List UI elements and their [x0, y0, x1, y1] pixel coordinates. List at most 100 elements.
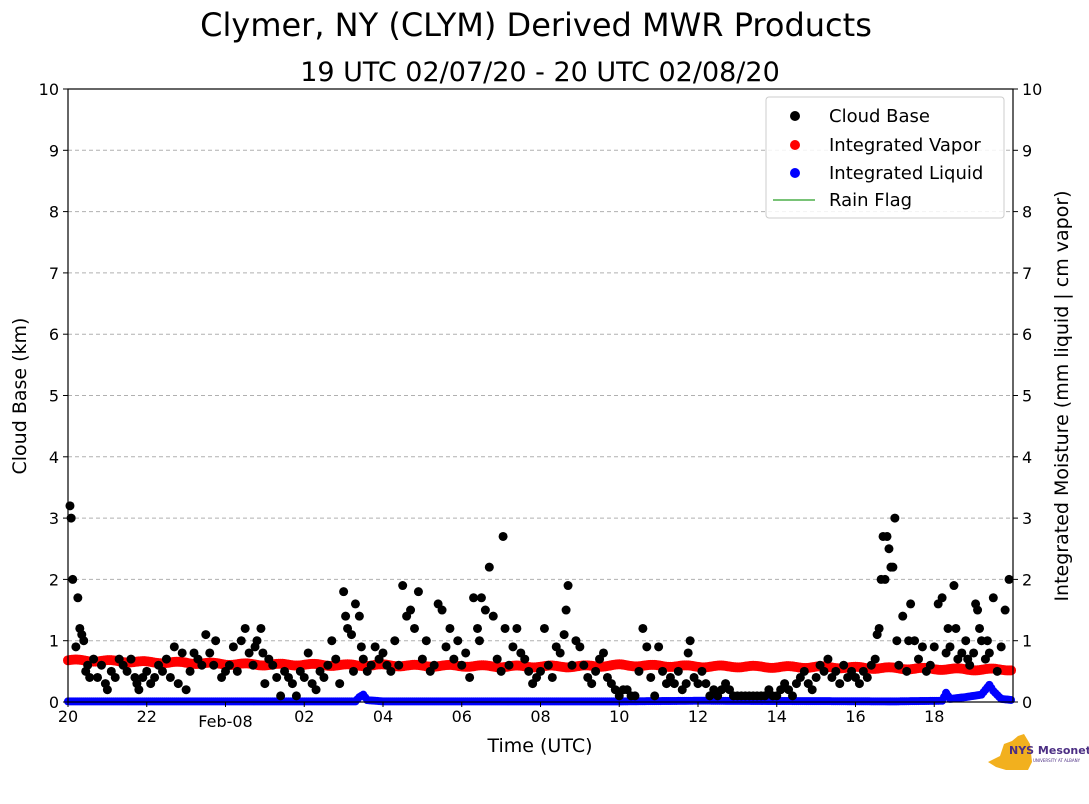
cloud-base-point: [457, 660, 467, 670]
y-tick-label: 10: [39, 80, 59, 99]
cloud-base-point: [201, 630, 211, 640]
legend-marker-integrated-liquid: [790, 168, 800, 178]
y-tick-label: 2: [49, 570, 59, 589]
cloud-base-point: [319, 672, 329, 682]
cloud-base-point: [232, 666, 242, 676]
cloud-base-point: [410, 623, 419, 633]
cloud-base-point: [89, 654, 99, 664]
cloud-base-point: [378, 648, 388, 658]
cloud-base-point: [252, 636, 262, 646]
cloud-base-point: [370, 642, 380, 652]
nys-mesonet-logo: NYS Mesonet UNIVERSITY AT ALBANY: [988, 734, 1089, 770]
cloud-base-point: [335, 679, 345, 689]
cloud-base-point: [417, 654, 427, 664]
cloud-base-point: [236, 636, 246, 646]
cloud-base-point: [884, 544, 894, 554]
cloud-base-point: [291, 691, 301, 701]
cloud-base-point: [1000, 605, 1010, 615]
cloud-base-point: [951, 623, 961, 633]
cloud-base-point: [158, 666, 167, 676]
cloud-base-point: [591, 666, 601, 676]
cloud-base-point: [473, 623, 482, 633]
cloud-base-point: [547, 672, 557, 682]
cloud-base-point: [96, 660, 106, 670]
cloud-base-point: [929, 642, 939, 652]
cloud-base-point: [126, 654, 136, 664]
cloud-base-point: [984, 648, 994, 658]
x-tick-label: 12: [688, 707, 708, 726]
series-layer: [63, 501, 1017, 706]
cloud-base-point: [268, 660, 278, 670]
y2-tick-label: 10: [1022, 80, 1042, 99]
y-tick-label: 4: [49, 448, 59, 467]
cloud-base-point: [248, 660, 258, 670]
cloud-base-point: [348, 666, 358, 676]
cloud-base-point: [327, 636, 337, 646]
cloud-base-point: [563, 581, 573, 591]
cloud-base-point: [169, 642, 179, 652]
cloud-base-point: [512, 623, 522, 633]
cloud-base-point: [890, 513, 900, 523]
y2-tick-label: 0: [1022, 693, 1032, 712]
cloud-base-point: [347, 630, 356, 640]
cloud-base-point: [224, 660, 234, 670]
cloud-base-point: [894, 660, 904, 670]
chart-subtitle: 19 UTC 02/07/20 - 20 UTC 02/08/20: [300, 57, 780, 88]
cloud-base-point: [658, 666, 668, 676]
x-tick-label: 18: [924, 707, 944, 726]
cloud-base-point: [394, 660, 404, 670]
cloud-base-point: [488, 611, 498, 621]
cloud-base-point: [561, 605, 571, 615]
y-tick-label: 1: [49, 632, 59, 651]
cloud-base-point: [205, 648, 215, 658]
x-tick-label: Feb-08: [198, 712, 252, 731]
y-axis-label: Cloud Base (km): [9, 318, 31, 475]
cloud-base-point: [256, 623, 266, 633]
legend-label-integrated-liquid: Integrated Liquid: [829, 163, 983, 184]
cloud-base-point: [992, 666, 1002, 676]
x-tick-label: 14: [767, 707, 787, 726]
cloud-base-point: [93, 672, 103, 682]
grid-lines: [68, 149, 1013, 642]
y-tick-label: 5: [49, 387, 59, 406]
cloud-base-point: [902, 666, 912, 676]
cloud-base-point: [465, 672, 475, 682]
cloud-base-point: [258, 648, 268, 658]
cloud-base-point: [79, 636, 89, 646]
cloud-base-point: [650, 691, 660, 701]
cloud-base-point: [276, 691, 286, 701]
cloud-base-point: [957, 648, 967, 658]
cloud-base-point: [272, 672, 282, 682]
integrated-vapor-point: [1006, 665, 1017, 676]
cloud-base-point: [965, 660, 975, 670]
cloud-base-point: [341, 611, 351, 621]
cloud-base-point: [228, 642, 238, 652]
cloud-base-point: [874, 623, 884, 633]
cloud-base-point: [567, 660, 577, 670]
x-axis-label: Time (UTC): [486, 735, 592, 757]
cloud-base-point: [445, 623, 455, 633]
integrated-liquid-point: [1007, 695, 1016, 704]
y-tick-label: 7: [49, 264, 59, 283]
cloud-base-point: [122, 666, 132, 676]
cloud-base-point: [474, 636, 484, 646]
cloud-base-point: [287, 679, 297, 689]
cloud-base-point: [173, 679, 183, 689]
cloud-base-point: [110, 672, 120, 682]
x-tick-label: 16: [845, 707, 865, 726]
cloud-base-point: [161, 654, 171, 664]
cloud-base-point: [323, 660, 333, 670]
cloud-base-point: [969, 648, 979, 658]
cloud-base-point: [587, 679, 597, 689]
cloud-base-point: [354, 611, 364, 621]
cloud-base-point: [949, 581, 959, 591]
cloud-base-point: [788, 691, 797, 701]
cloud-base-point: [945, 642, 955, 652]
cloud-base-point: [642, 642, 652, 652]
cloud-base-point: [579, 660, 589, 670]
legend: Cloud Base Integrated Vapor Integrated L…: [765, 96, 1005, 219]
cloud-base-point: [181, 685, 191, 695]
x-tick-label: 04: [373, 707, 393, 726]
y2-tick-label: 9: [1022, 141, 1032, 160]
cloud-base-point: [697, 666, 707, 676]
